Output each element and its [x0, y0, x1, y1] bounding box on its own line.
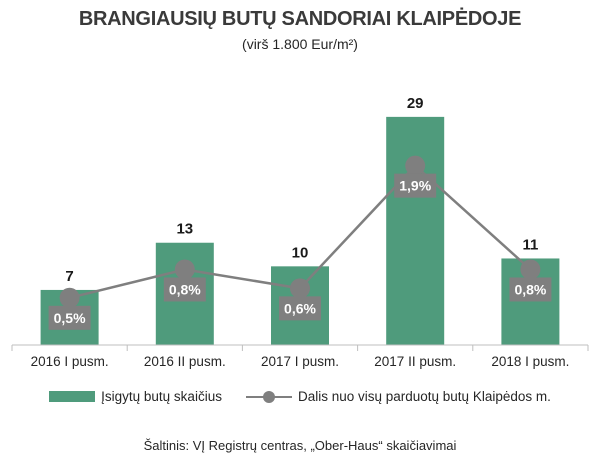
- line-value-label-4: 0,8%: [514, 281, 546, 297]
- legend-line-swatch: [245, 390, 292, 403]
- line-point-3: [405, 155, 426, 176]
- chart-legend: Įsigytų butų skaičius Dalis nuo visų par…: [0, 389, 600, 404]
- x-tick-label-2: 2017 I pusm.: [261, 354, 339, 369]
- bar-3: [386, 116, 445, 345]
- line-point-4: [520, 259, 541, 280]
- legend-item-line: Dalis nuo visų parduotų butų Klaipėdos m…: [245, 389, 551, 404]
- legend-bar-swatch: [49, 391, 96, 402]
- bar-value-label-2: 10: [292, 244, 309, 261]
- line-value-label-3: 1,9%: [399, 178, 431, 194]
- line-value-box-1: [163, 277, 206, 302]
- line-value-label-2: 0,6%: [284, 300, 316, 316]
- legend-label-line: Dalis nuo visų parduotų butų Klaipėdos m…: [297, 389, 551, 404]
- chart-subtitle: (virš 1.800 Eur/m²): [242, 36, 358, 52]
- bar-value-label-3: 29: [407, 95, 424, 112]
- line-value-box-3: [394, 173, 437, 198]
- x-tick-label-0: 2016 I pusm.: [31, 354, 109, 369]
- bar-value-label-4: 11: [522, 236, 538, 253]
- line-value-box-0: [48, 305, 91, 330]
- legend-label-bars: Įsigytų butų skaičius: [101, 389, 222, 404]
- bar-value-label-0: 7: [65, 268, 73, 285]
- x-tick-label-3: 2017 II pusm.: [374, 354, 456, 369]
- x-tick-label-1: 2016 II pusm.: [144, 354, 226, 369]
- line-value-box-4: [509, 277, 552, 302]
- line-value-label-0: 0,5%: [54, 310, 86, 326]
- line-point-1: [174, 259, 195, 280]
- legend-item-bars: Įsigytų butų skaičius: [49, 389, 222, 404]
- x-tick-label-4: 2018 I pusm.: [491, 354, 569, 369]
- line-value-box-2: [279, 296, 321, 321]
- line-value-label-1: 0,8%: [169, 281, 201, 297]
- bar-value-label-1: 13: [176, 221, 193, 238]
- line-point-2: [290, 278, 310, 299]
- chart-title: BRANGIAUSIŲ BUTŲ SANDORIAI KLAIPĖDOJE: [78, 8, 522, 30]
- source-note: Šaltinis: VĮ Registrų centras, „Ober-Hau…: [143, 438, 457, 453]
- line-point-0: [59, 287, 80, 308]
